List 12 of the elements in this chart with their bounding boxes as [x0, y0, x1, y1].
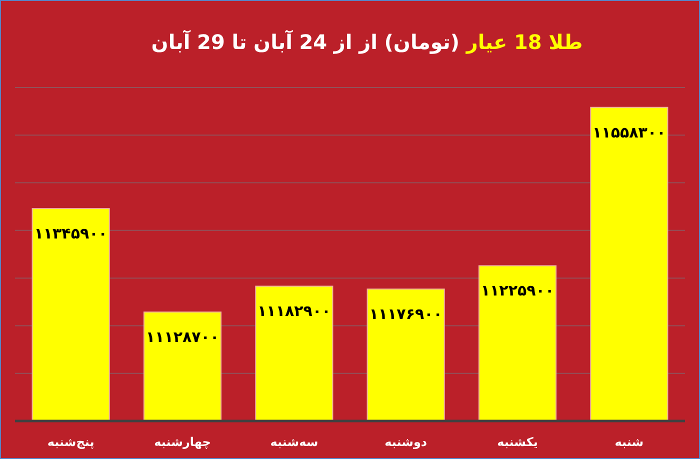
x-tick-label: چهارشنبه [154, 435, 211, 449]
data-label: ۱۱۲۲۵۹۰۰ [480, 282, 554, 300]
data-label: ۱۱۱۲۸۷۰۰ [146, 328, 220, 346]
x-tick-label: سه‌شنبه [270, 435, 318, 449]
data-label: ۱۱۵۵۸۳۰۰ [592, 123, 666, 142]
data-label: ۱۱۱۸۲۹۰۰ [258, 302, 331, 320]
x-tick-label: پنج‌شنبه [47, 435, 94, 449]
x-tick-label: شنبه [614, 435, 644, 449]
data-label: ۱۱۳۴۵۹۰۰ [34, 224, 108, 243]
x-tick-label: یکشنبه [497, 435, 538, 449]
x-tick-label: دوشنبه [384, 435, 428, 449]
data-label: ۱۱۱۷۶۹۰۰ [369, 305, 442, 324]
